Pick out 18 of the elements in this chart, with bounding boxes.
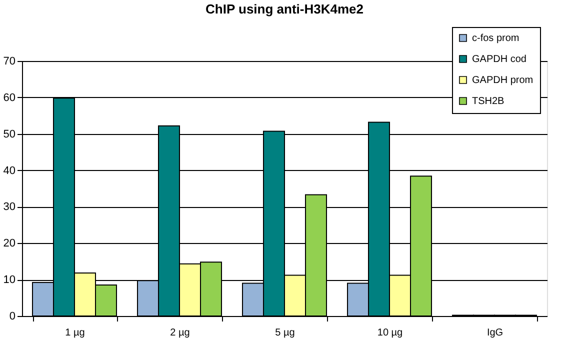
x-tick-label: IgG: [486, 328, 504, 338]
legend-label: TSH2B: [472, 96, 505, 107]
y-tick-label: 20: [3, 238, 16, 250]
y-tick-label: 60: [3, 92, 16, 104]
x-tick-label: 1 µg: [65, 328, 85, 338]
x-tick-label: 2 µg: [170, 328, 190, 338]
legend-label: GAPDH prom: [472, 75, 534, 86]
y-tick-label: 10: [3, 274, 16, 286]
y-tick-label: 30: [3, 201, 16, 214]
legend-label: c-fos prom: [472, 33, 520, 44]
legend-label: GAPDH cod: [472, 54, 526, 65]
y-tick-label: 40: [3, 164, 16, 177]
y-tick-label: 70: [3, 56, 16, 68]
x-tick-label: 10 µg: [377, 328, 403, 338]
x-tick-label: 5 µg: [275, 328, 295, 338]
y-tick-label: 0: [9, 310, 16, 322]
y-tick-label: 50: [3, 128, 16, 140]
chart-title: ChIP using anti-H3K4me2: [206, 2, 364, 16]
